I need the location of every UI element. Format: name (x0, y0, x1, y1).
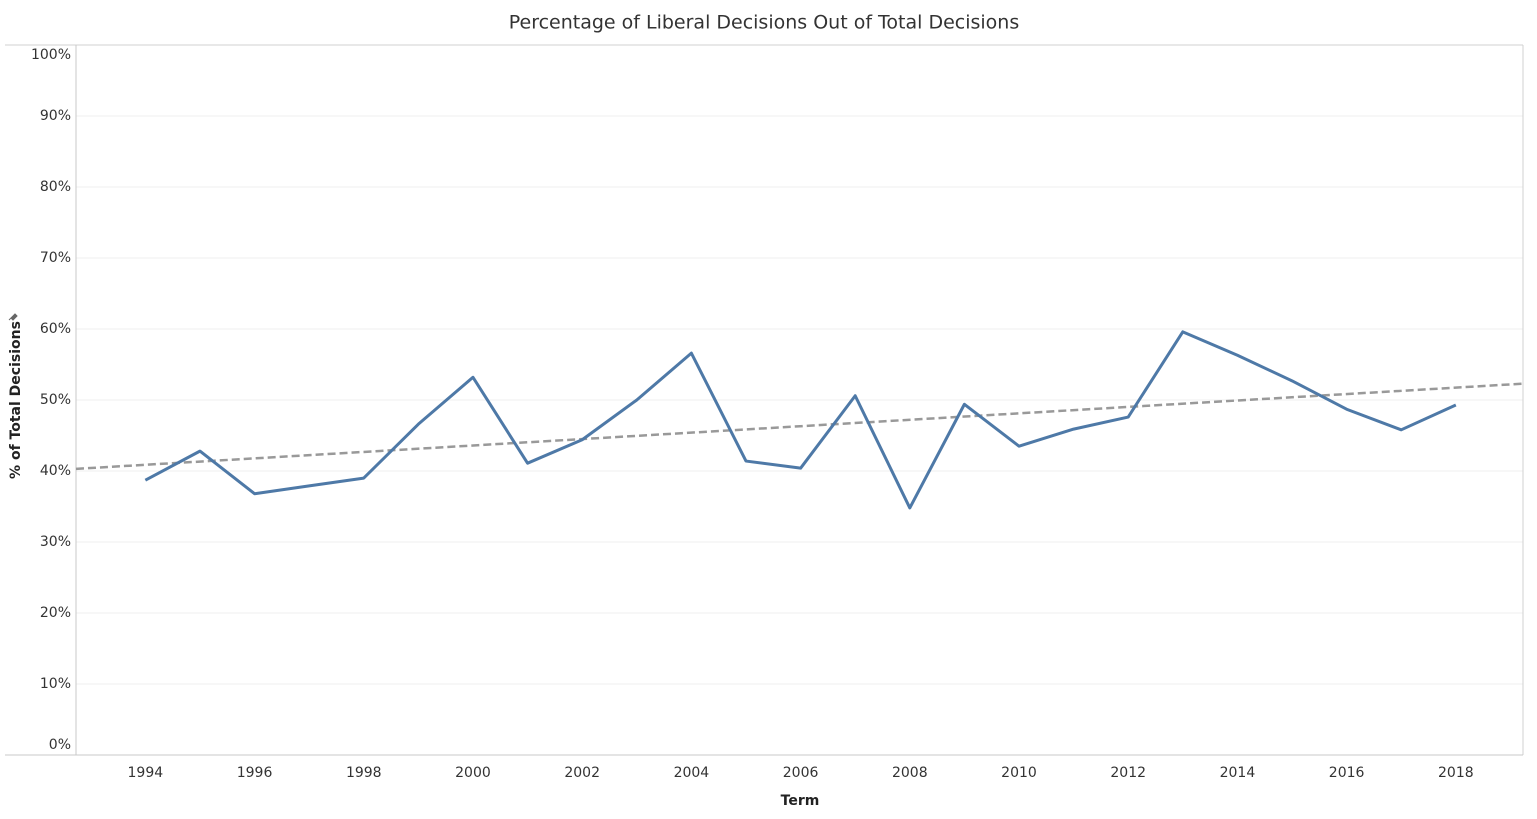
x-tick-label: 2016 (1329, 765, 1365, 781)
y-tick-label: 70% (40, 250, 71, 266)
x-tick-label: 2014 (1220, 765, 1256, 781)
x-axis-title: Term (781, 793, 820, 809)
y-tick-label: 90% (40, 108, 71, 124)
x-tick-label: 2006 (783, 765, 819, 781)
x-tick-label: 2000 (455, 765, 491, 781)
y-axis-title: % of Total Decisions (8, 321, 24, 479)
y-tick-label: 50% (40, 392, 71, 408)
x-tick-label: 2018 (1438, 765, 1474, 781)
y-tick-label: 60% (40, 321, 71, 337)
x-tick-label: 2004 (674, 765, 710, 781)
y-tick-label: 80% (40, 179, 71, 195)
chart-title: Percentage of Liberal Decisions Out of T… (509, 12, 1020, 34)
y-tick-label: 30% (40, 534, 71, 550)
x-tick-label: 2010 (1001, 765, 1037, 781)
trend-line (75, 382, 1524, 471)
y-tick-label: 20% (40, 605, 71, 621)
y-tick-label: 10% (40, 676, 71, 692)
x-tick-label: 1994 (128, 765, 164, 781)
pin-icon (8, 313, 18, 321)
x-tick-label: 1996 (237, 765, 273, 781)
x-tick-label: 2008 (892, 765, 928, 781)
y-tick-label: 0% (49, 737, 71, 753)
x-tick-label: 2002 (564, 765, 600, 781)
y-tick-label: 100% (31, 47, 71, 63)
x-tick-label: 1998 (346, 765, 382, 781)
y-tick-label: 40% (40, 463, 71, 479)
data-line (144, 330, 1457, 510)
x-tick-label: 2012 (1110, 765, 1146, 781)
